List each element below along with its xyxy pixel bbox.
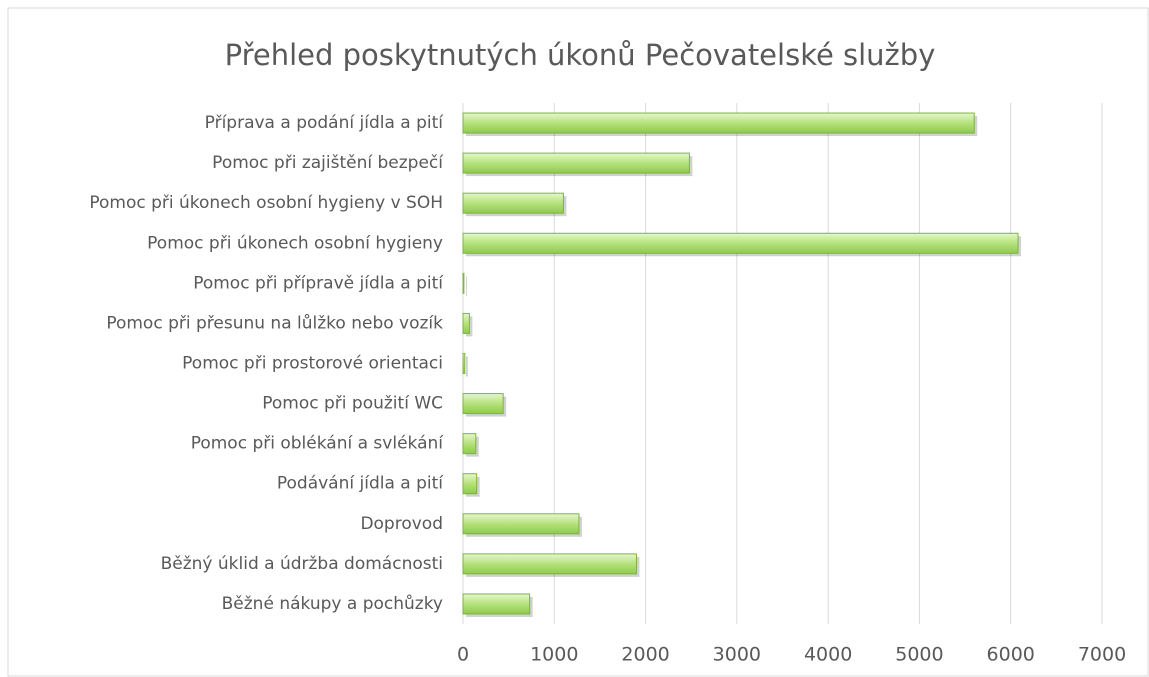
y-tick-label: Pomoc při zajištění bezpečí — [212, 153, 444, 173]
bar — [462, 433, 477, 455]
y-tick-label: Pomoc při oblékání a svlékání — [191, 434, 445, 454]
x-tick-label: 4000 — [804, 644, 852, 666]
bar — [462, 513, 580, 535]
bar — [462, 232, 1019, 254]
x-tick-label: 2000 — [621, 644, 669, 666]
y-tick-label: Pomoc při úkonech osobní hygieny v SOH — [89, 193, 443, 213]
bar — [462, 312, 470, 334]
bar — [462, 192, 564, 214]
y-tick-label: Podávání jídla a pití — [277, 474, 444, 494]
y-tick-label: Příprava a podání jídla a pití — [205, 113, 445, 133]
x-tick-label: 5000 — [895, 644, 943, 666]
bar — [462, 152, 690, 174]
bar — [462, 593, 531, 615]
bar — [462, 112, 975, 134]
x-tick-label: 3000 — [713, 644, 761, 666]
y-tick-label: Pomoc při použití WC — [262, 394, 443, 414]
bar — [462, 473, 478, 495]
y-tick-label: Pomoc při prostorové orientaci — [182, 354, 443, 374]
y-tick-label: Pomoc při přípravě jídla a pití — [193, 273, 444, 293]
bar-shadow — [466, 276, 467, 297]
chart-title: Přehled poskytnutých úkonů Pečovatelské … — [225, 38, 936, 72]
bar — [462, 272, 465, 294]
x-tick-label: 7000 — [1078, 644, 1126, 666]
x-tick-label: 1000 — [530, 644, 578, 666]
x-tick-label: 0 — [457, 644, 469, 666]
y-tick-label: Běžné nákupy a pochůzky — [222, 594, 443, 614]
bar — [462, 393, 504, 415]
bar — [462, 553, 637, 575]
bar-shadow — [466, 356, 468, 377]
y-tick-label: Běžný úklid a údržba domácnosti — [161, 554, 443, 574]
y-tick-label: Pomoc při úkonech osobní hygieny — [147, 233, 443, 253]
y-tick-label: Pomoc při přesunu na lůlžko nebo vozík — [106, 313, 443, 333]
y-tick-label: Doprovod — [360, 514, 443, 534]
bar — [462, 353, 466, 374]
x-tick-label: 6000 — [987, 644, 1035, 666]
